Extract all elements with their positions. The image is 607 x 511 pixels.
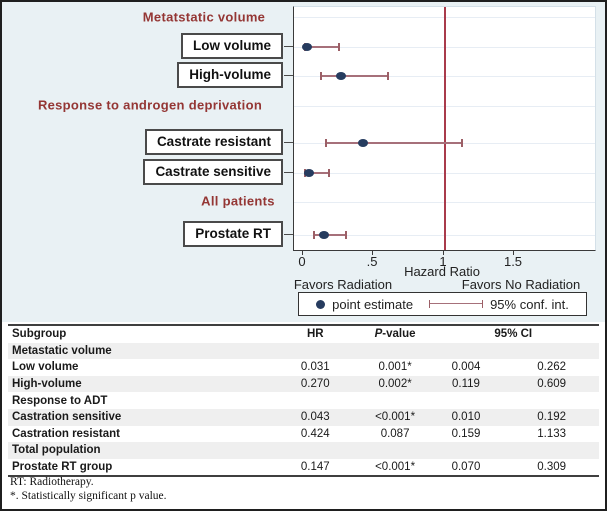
x-axis-title: Hazard Ratio	[404, 264, 480, 279]
table-row-response-to-adt: Response to ADT	[12, 394, 108, 407]
confidence-interval	[319, 72, 389, 80]
row-label-prostate-rt: Prostate RT	[183, 221, 283, 247]
table-footnotes: RT: Radiotherapy. *. Statistically signi…	[10, 475, 167, 503]
point-estimate-legend-marker	[316, 299, 326, 309]
table-row-prostate-rt-group: Prostate RT group 0.147 <0.001* 0.070 0.…	[12, 461, 567, 474]
group-heading-all-patients: All patients	[201, 193, 275, 209]
x-axis-tick	[513, 250, 514, 255]
forest-plot-panel: Metatstatic volume Response to androgen …	[2, 2, 605, 322]
column-header-hr: HR	[306, 328, 324, 341]
table-row-low-volume: Low volume 0.031 0.001* 0.004 0.262	[12, 361, 567, 374]
axis-tick-connector	[284, 142, 293, 143]
axis-tick-connector	[284, 172, 293, 173]
statistics-table: Subgroup HR P-value 95% CI Metastatic vo…	[8, 324, 599, 478]
group-heading-metastatic-volume: Metatstatic volume	[142, 9, 266, 25]
point-estimate-marker	[318, 231, 329, 239]
confidence-interval	[325, 139, 463, 147]
point-estimate-marker	[302, 43, 313, 51]
x-tick-label-15: 1.5	[503, 254, 523, 269]
x-tick-label-0: 0	[298, 254, 306, 269]
point-estimate-marker	[357, 139, 368, 147]
row-label-low-volume: Low volume	[180, 33, 283, 59]
column-header-95ci: 95% CI	[494, 328, 533, 341]
axis-tick-connector	[284, 75, 293, 76]
caption-favors-no-radiation: Favors No Radiation	[461, 277, 581, 292]
row-label-castrate-sensitive: Castrate sensitive	[143, 159, 283, 185]
legend-label-conf-int: 95% conf. int.	[490, 296, 569, 312]
x-tick-label-1: 1	[439, 254, 447, 269]
axis-tick-connector	[284, 46, 293, 47]
statistics-table-panel: Subgroup HR P-value 95% CI Metastatic vo…	[2, 322, 605, 509]
column-header-p-value: P-value	[374, 328, 416, 341]
caption-favors-radiation: Favors Radiation	[293, 277, 393, 292]
footnote-significance: *. Statistically significant p value.	[10, 490, 167, 502]
confidence-interval	[312, 231, 347, 239]
table-row-castration-sensitive: Castration sensitive 0.043 <0.001* 0.010…	[8, 408, 599, 426]
legend: point estimate 95% conf. int.	[298, 292, 587, 316]
x-tick-label-05: .5	[366, 254, 378, 269]
point-estimate-marker	[304, 169, 315, 177]
column-header-subgroup: Subgroup	[12, 328, 67, 341]
footnote-rt: RT: Radiotherapy.	[10, 476, 94, 488]
table-row-high-volume: High-volume 0.270 0.002* 0.119 0.609	[8, 375, 599, 393]
point-estimate-marker	[336, 72, 347, 80]
x-axis-tick	[443, 250, 444, 255]
x-axis-tick	[372, 250, 373, 255]
group-heading-response-adt: Response to androgen deprivation	[37, 97, 263, 113]
row-label-castrate-resistant: Castrate resistant	[144, 129, 283, 155]
table-row-castration-resistant: Castration resistant 0.424 0.087 0.159 1…	[12, 427, 567, 440]
plot-area	[293, 6, 596, 251]
table-header-row: Subgroup HR P-value 95% CI	[8, 326, 599, 343]
x-axis-tick	[302, 250, 303, 255]
axis-tick-connector	[284, 234, 293, 235]
confidence-interval-legend-marker	[429, 300, 484, 308]
reference-line-hr-1	[444, 7, 446, 250]
table-row-metastatic-volume: Metastatic volume	[8, 342, 599, 360]
table-row-total-population: Total population	[8, 442, 599, 459]
legend-label-point-estimate: point estimate	[332, 296, 414, 312]
row-label-high-volume: High-volume	[177, 62, 283, 88]
